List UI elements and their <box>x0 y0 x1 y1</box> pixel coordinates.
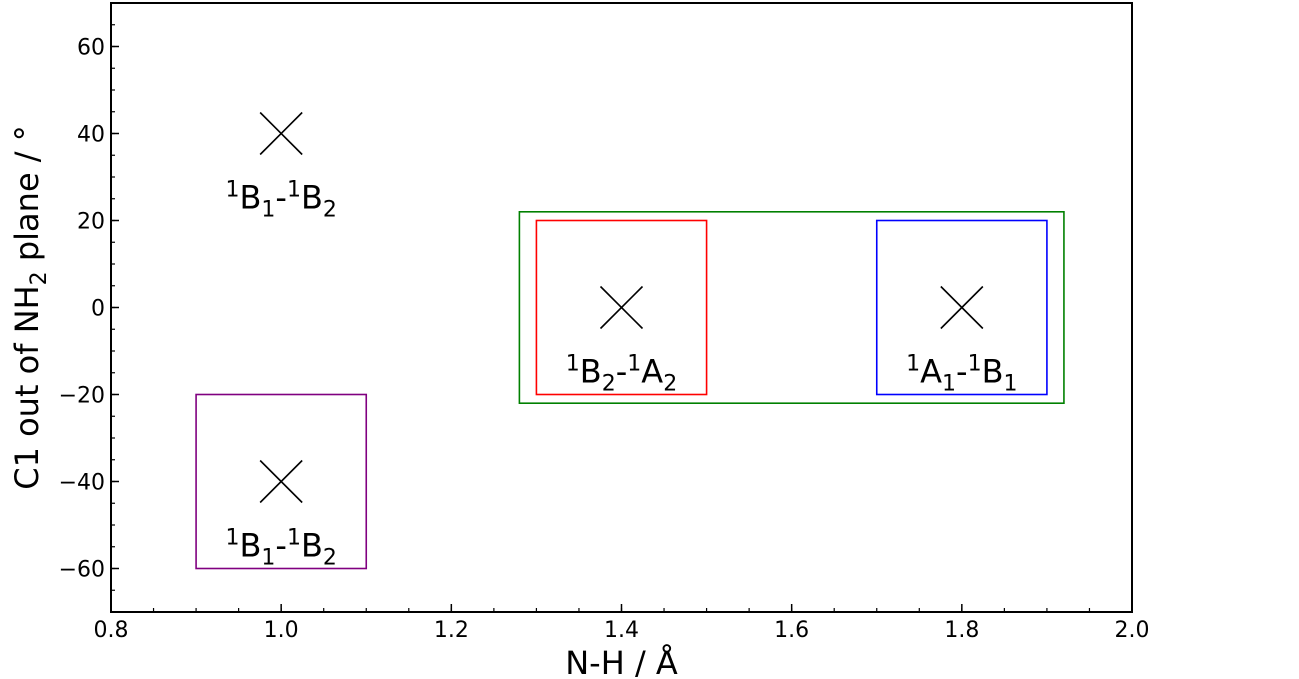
highlight-box-purple <box>195 393 368 570</box>
y-tick-label: −20 <box>59 384 105 409</box>
state-label-sup: 1 <box>287 526 301 551</box>
highlight-box-green <box>518 211 1065 404</box>
x-marker <box>940 285 984 330</box>
x-tick-label: 1.6 <box>774 618 809 643</box>
state-label-base: A <box>920 353 942 391</box>
state-label-base: B <box>982 353 1004 391</box>
state-label-sub: 2 <box>663 372 677 397</box>
state-label-base: - <box>275 527 287 565</box>
x-marker <box>259 459 303 504</box>
x-marker-stroke <box>259 111 303 156</box>
state-label-sub: 1 <box>261 198 275 223</box>
y-tick-label: −40 <box>59 471 105 496</box>
x-tick-label: 1.4 <box>604 618 639 643</box>
state-label-sup: 1 <box>968 352 982 377</box>
x-marker-stroke <box>940 285 984 330</box>
y-axis-label-main: C1 out of NH <box>8 285 46 489</box>
state-label-sub: 2 <box>323 546 337 571</box>
state-label-base: B <box>580 353 602 391</box>
data-markers <box>259 111 984 504</box>
x-tick-label: 2.0 <box>1115 618 1150 643</box>
state-label-sub: 1 <box>261 546 275 571</box>
state-label-sub: 2 <box>602 372 616 397</box>
state-label-sup: 1 <box>225 526 239 551</box>
state-label-base: B <box>301 179 323 217</box>
state-label-sup: 1 <box>225 178 239 203</box>
state-label-base: - <box>275 179 287 217</box>
x-axis-label: N-H / Å <box>565 644 678 679</box>
y-axis-label: C1 out of NH2 plane / ° <box>8 125 52 490</box>
plot-frame <box>110 2 1133 613</box>
state-label-base: A <box>641 353 663 391</box>
state-label-sup: 1 <box>627 352 641 377</box>
x-tick-label: 1.2 <box>434 618 469 643</box>
x-marker <box>599 285 644 330</box>
y-tick-label: 60 <box>77 36 105 61</box>
state-label: 1B1-1B2 <box>225 526 336 571</box>
state-label-sub: 2 <box>323 198 337 223</box>
state-label-base: B <box>239 527 261 565</box>
y-axis-label-tail: plane / ° <box>8 125 46 271</box>
x-tick-label: 1.8 <box>944 618 979 643</box>
highlight-box-red <box>535 219 708 396</box>
x-marker-stroke <box>259 459 303 504</box>
state-label-base: B <box>239 179 261 217</box>
state-label-sup: 1 <box>566 352 580 377</box>
state-label-sup: 1 <box>287 178 301 203</box>
state-label-base: - <box>616 353 628 391</box>
y-tick-label: 40 <box>77 123 105 148</box>
x-marker <box>259 111 303 156</box>
state-label-sub: 1 <box>1004 372 1018 397</box>
highlight-boxes <box>195 211 1065 570</box>
x-tick-label: 1.0 <box>264 618 299 643</box>
state-label: 1A1-1B1 <box>906 352 1017 397</box>
state-label: 1B2-1A2 <box>566 352 677 397</box>
x-tick-label: 0.8 <box>94 618 129 643</box>
state-label: 1B1-1B2 <box>225 178 336 223</box>
y-tick-label: −60 <box>59 558 105 583</box>
y-axis-label-subscript: 2 <box>27 271 52 285</box>
state-label-base: - <box>956 353 968 391</box>
state-label-sub: 1 <box>942 372 956 397</box>
state-label-base: B <box>301 527 323 565</box>
y-tick-label: 20 <box>77 210 105 235</box>
x-marker-stroke <box>599 285 644 330</box>
y-tick-label: 0 <box>91 297 105 322</box>
tick-labels: 0.8 1.0 1.2 1.4 1.6 1.8 2.0 −60 −40 −20 0 20 40 60 <box>59 36 1150 644</box>
state-label-sup: 1 <box>906 352 920 377</box>
highlight-box-blue <box>875 219 1048 396</box>
